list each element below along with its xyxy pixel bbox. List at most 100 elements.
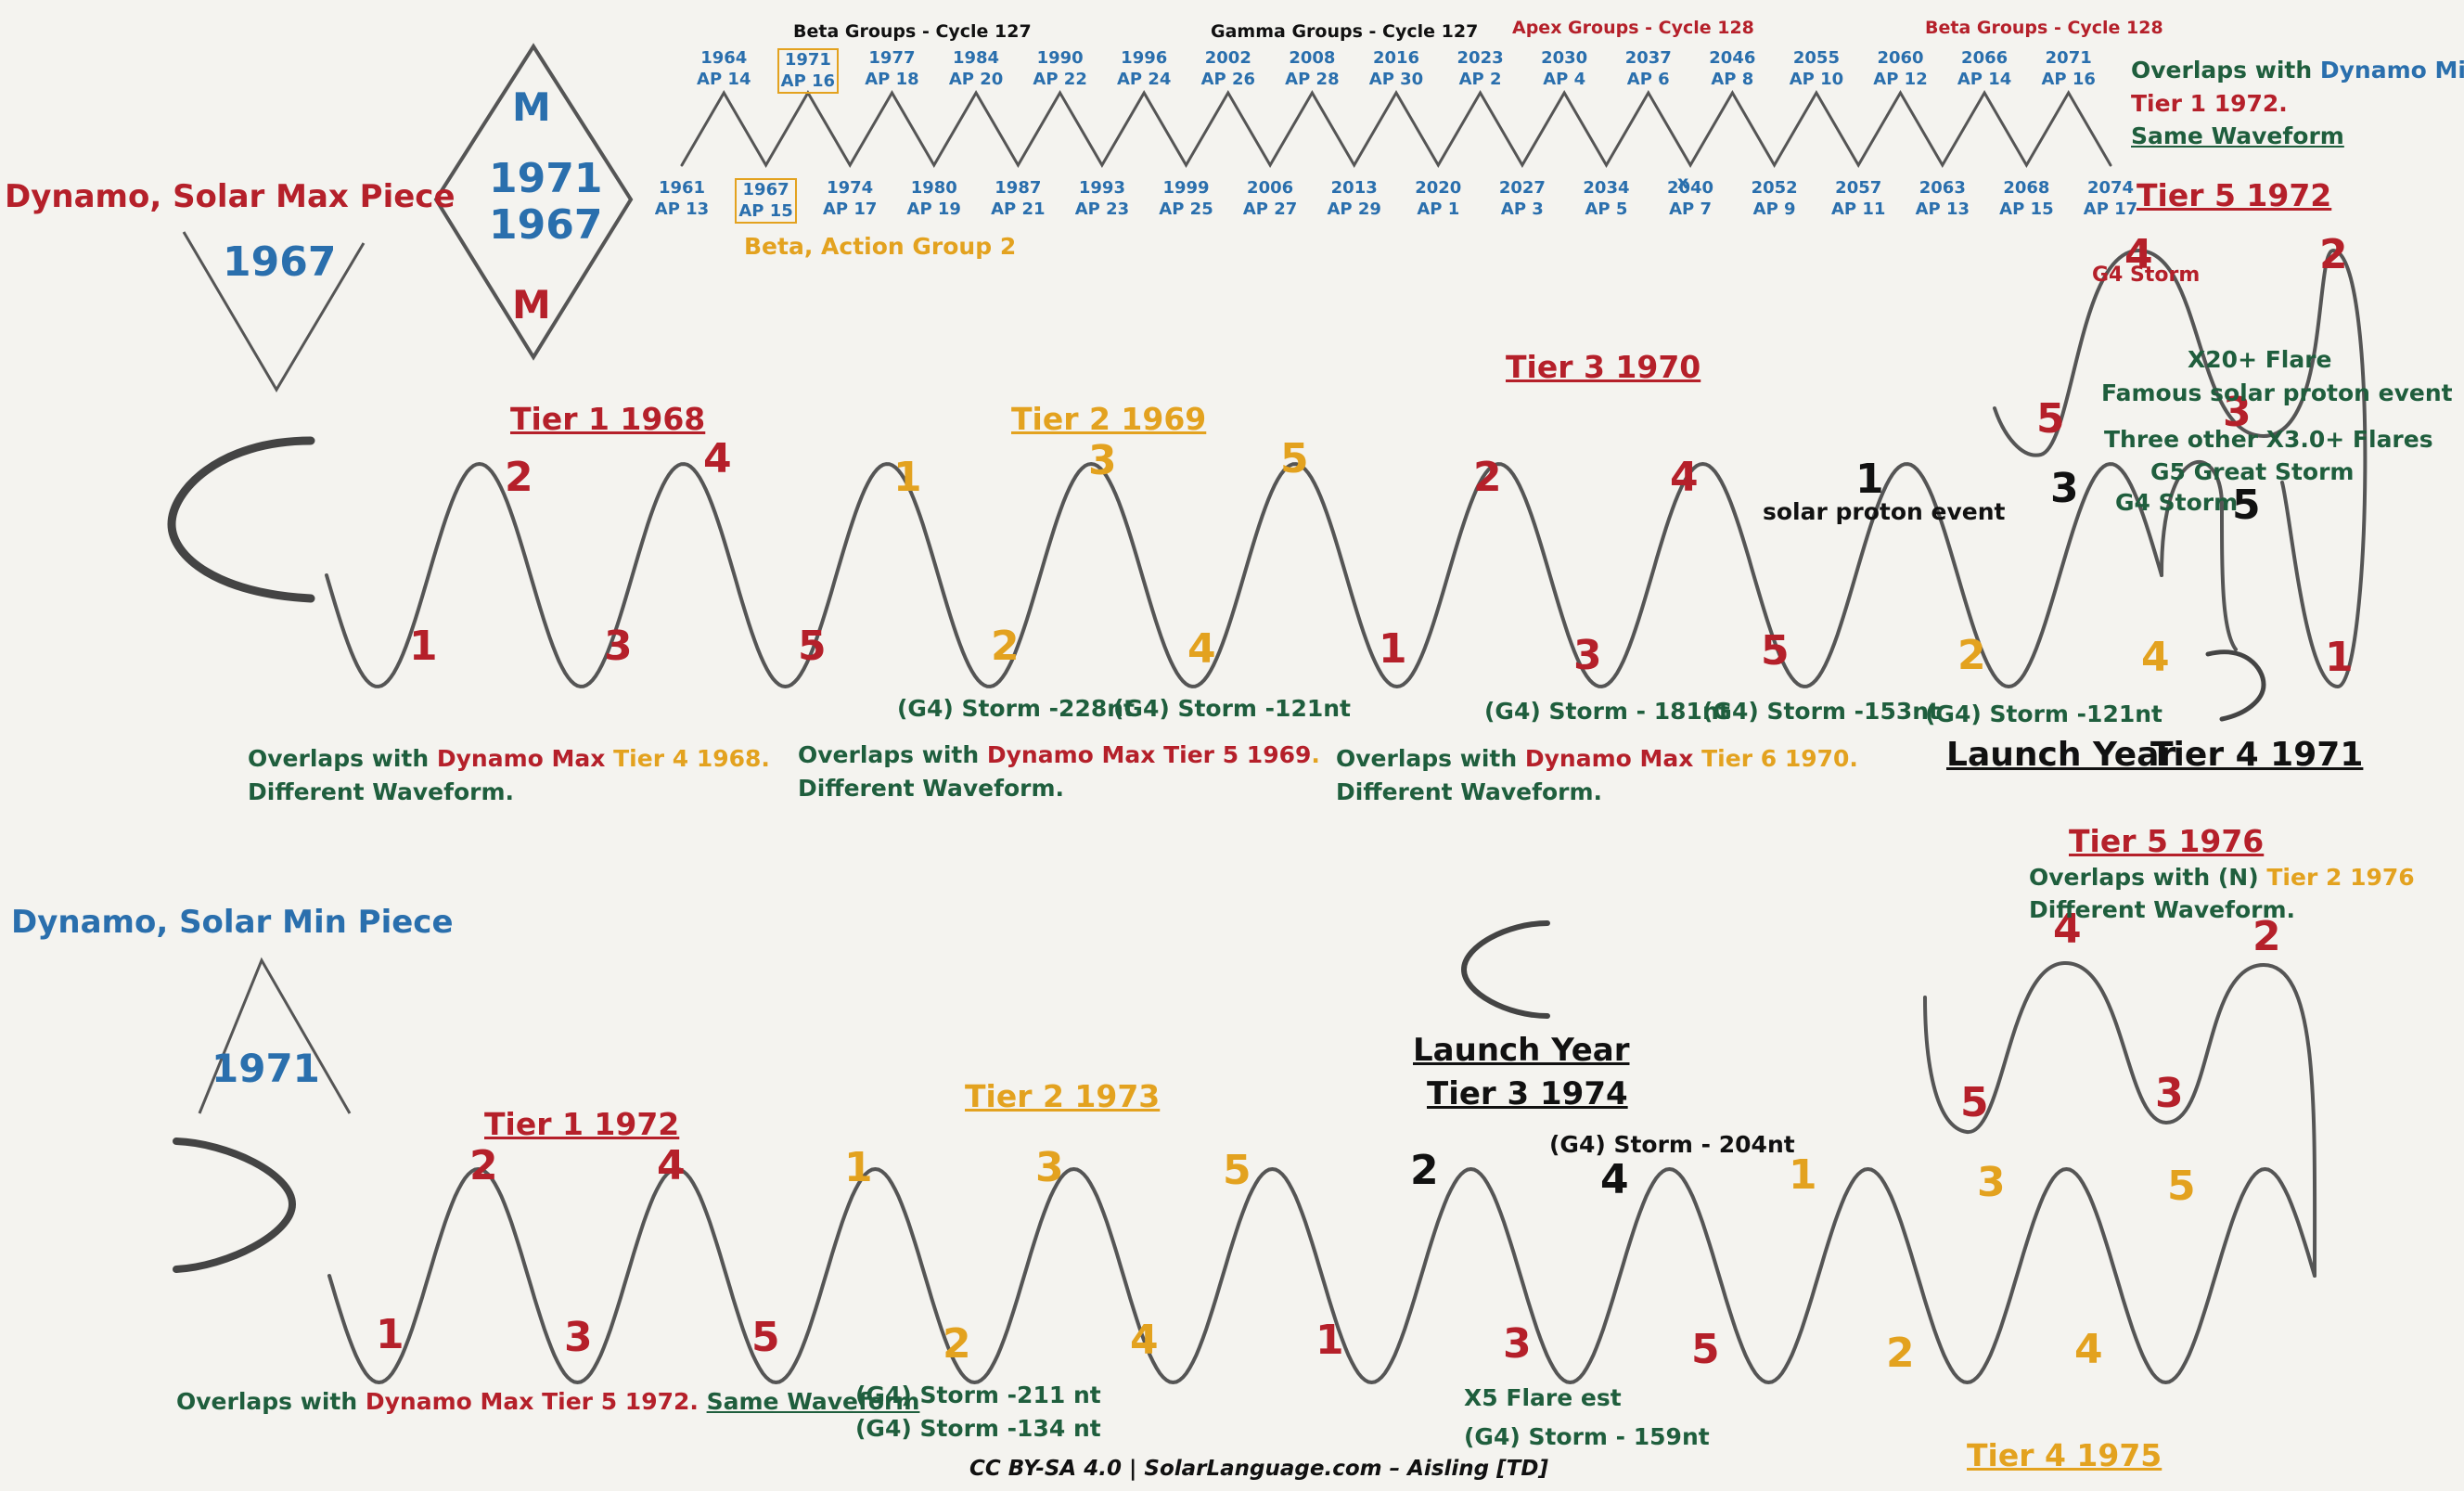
trough-year: 2057 xyxy=(1835,178,1882,198)
min-loop-number: 4 xyxy=(2053,906,2082,953)
max-overlap-1: Overlaps with Dynamo Max Tier 4 1968. xyxy=(248,745,770,772)
strip-trough-label: 2013 AP 29 xyxy=(1299,178,1410,220)
strip-peak-label: 2023 AP 2 xyxy=(1425,48,1536,90)
peak-year: 1984 xyxy=(952,48,1000,68)
trough-ap: AP 11 xyxy=(1831,199,1886,219)
peak-year: 2008 xyxy=(1289,48,1336,68)
max-event-proton: solar proton event xyxy=(1763,498,2006,525)
min-overlap-1: Overlaps with Dynamo Max Tier 5 1972. Sa… xyxy=(176,1388,920,1415)
trough-ap: AP 27 xyxy=(1242,199,1298,219)
max-wave-number: 1 xyxy=(893,454,922,501)
max-wave-number: 5 xyxy=(1761,627,1790,675)
min-wave-number: 5 xyxy=(751,1314,780,1361)
trough-year: 1967 xyxy=(742,180,789,199)
peak-ap: AP 26 xyxy=(1200,69,1256,89)
min-wave-number: 2 xyxy=(1886,1330,1915,1377)
max-wave-number: 1 xyxy=(1379,625,1407,673)
strip-trough-label: 2052 AP 9 xyxy=(1719,178,1830,220)
diamond-shape xyxy=(433,43,634,361)
trough-year: 1993 xyxy=(1078,178,1125,198)
max-storm-2: (G4) Storm -121nt xyxy=(1113,695,1351,722)
max-tier-4: Tier 4 1971 xyxy=(2150,736,2364,774)
peak-ap: AP 6 xyxy=(1626,69,1670,89)
peak-year: 2002 xyxy=(1204,48,1251,68)
trough-year: 1961 xyxy=(658,178,706,198)
trough-year: 1974 xyxy=(827,178,874,198)
v-shape-1967 xyxy=(182,231,366,392)
max-overlap-2: Overlaps with Dynamo Max Tier 5 1969. xyxy=(798,741,1320,768)
max-piece-v-year: 1967 xyxy=(223,238,337,286)
strip-peak-label: 1964 AP 14 xyxy=(668,48,779,90)
strip-trough-label: 2063 AP 13 xyxy=(1887,178,1998,220)
strip-trough-label: 2020 AP 1 xyxy=(1382,178,1494,220)
footer-credit: CC BY-SA 4.0 | SolarLanguage.com – Aisli… xyxy=(969,1457,1548,1481)
min-wave-number: 3 xyxy=(1035,1144,1064,1191)
trough-year: 1999 xyxy=(1162,178,1210,198)
max-wave-number: 1 xyxy=(1855,456,1884,503)
strip-trough-label: 2074 AP 17 xyxy=(2055,178,2166,220)
peak-year: 2023 xyxy=(1457,48,1504,68)
max-tier-2: Tier 2 1969 xyxy=(1011,401,1207,437)
min-loop-number: 2 xyxy=(2252,913,2281,960)
trough-ap: AP 1 xyxy=(1417,199,1460,219)
peak-year: 2046 xyxy=(1709,48,1756,68)
trough-ap: AP 17 xyxy=(822,199,878,219)
max-loop-number: 1 xyxy=(2325,634,2354,681)
strip-x-mark: x xyxy=(1677,173,1689,193)
max-overlap-2-wave: Different Waveform. xyxy=(798,775,1064,802)
strip-peak-label: 2002 AP 26 xyxy=(1173,48,1284,90)
min-wave-number: 4 xyxy=(2074,1326,2103,1373)
beta-action-group-label: Beta, Action Group 2 xyxy=(744,233,1017,260)
min-wave-number: 4 xyxy=(657,1142,686,1189)
min-wave-number: 3 xyxy=(1503,1320,1532,1368)
peak-ap: AP 24 xyxy=(1117,69,1172,89)
trough-year: 2063 xyxy=(1919,178,1966,198)
peak-ap: AP 22 xyxy=(1033,69,1087,89)
max-event-famous: Famous solar proton event xyxy=(2101,379,2453,406)
max-wave-number: 5 xyxy=(2232,482,2261,529)
min-wave-number: 2 xyxy=(469,1142,498,1189)
min-x5-flare: X5 Flare est xyxy=(1464,1384,1622,1411)
caret-shape-1971 xyxy=(198,957,352,1114)
trough-ap: AP 17 xyxy=(2083,199,2138,219)
trough-year: 2020 xyxy=(1415,178,1462,198)
max-wave-number: 3 xyxy=(2050,465,2079,512)
max-wave-number: 2 xyxy=(1957,632,1986,679)
max-piece-title: Dynamo, Solar Max Piece xyxy=(5,178,456,215)
trough-ap: AP 21 xyxy=(991,199,1046,219)
max-wave-number: 3 xyxy=(1088,437,1117,484)
peak-year: 1996 xyxy=(1121,48,1168,68)
trough-year: 2027 xyxy=(1498,178,1546,198)
trough-ap: AP 23 xyxy=(1074,199,1130,219)
min-piece-waveform xyxy=(327,960,2317,1385)
strip-trough-label: 2034 AP 5 xyxy=(1550,178,1662,220)
min-wave-number: 2 xyxy=(943,1320,971,1368)
peak-ap: AP 14 xyxy=(697,69,751,89)
trough-ap: AP 15 xyxy=(1999,199,2054,219)
min-tier-5: Tier 5 1976 xyxy=(2069,823,2265,859)
strip-peak-label: 1996 AP 24 xyxy=(1088,48,1200,90)
min-tier-3: Tier 3 1974 xyxy=(1427,1075,1628,1112)
top-strip-zigzag xyxy=(680,90,2112,168)
trough-year: 2052 xyxy=(1751,178,1798,198)
min-wave-number: 4 xyxy=(1600,1156,1629,1203)
peak-ap: AP 30 xyxy=(1368,69,1424,89)
trough-year: 2006 xyxy=(1247,178,1294,198)
c-bracket-small xyxy=(2205,649,2266,722)
strip-peak-label: 2066 AP 14 xyxy=(1929,48,2040,90)
max-loop-number: 3 xyxy=(2223,389,2252,436)
strip-peak-label: 1971 AP 16 xyxy=(752,48,864,94)
strip-peak-label: 2055 AP 10 xyxy=(1761,48,1872,90)
trough-ap: AP 5 xyxy=(1585,199,1628,219)
min-loop xyxy=(1923,960,2317,1278)
peak-year: 2016 xyxy=(1372,48,1420,68)
min-storm-1: (G4) Storm -211 nt xyxy=(855,1382,1101,1408)
peak-year: 1990 xyxy=(1036,48,1084,68)
strip-peak-label: 2016 AP 30 xyxy=(1341,48,1452,90)
trough-year: 2040 xyxy=(1666,178,1714,198)
max-wave-number: 4 xyxy=(1187,625,1216,673)
max-loop-number: 2 xyxy=(2319,231,2348,278)
trough-ap: AP 13 xyxy=(1915,199,1970,219)
strip-trough-label: 2006 AP 27 xyxy=(1214,178,1326,220)
peak-year: 2066 xyxy=(1961,48,2008,68)
